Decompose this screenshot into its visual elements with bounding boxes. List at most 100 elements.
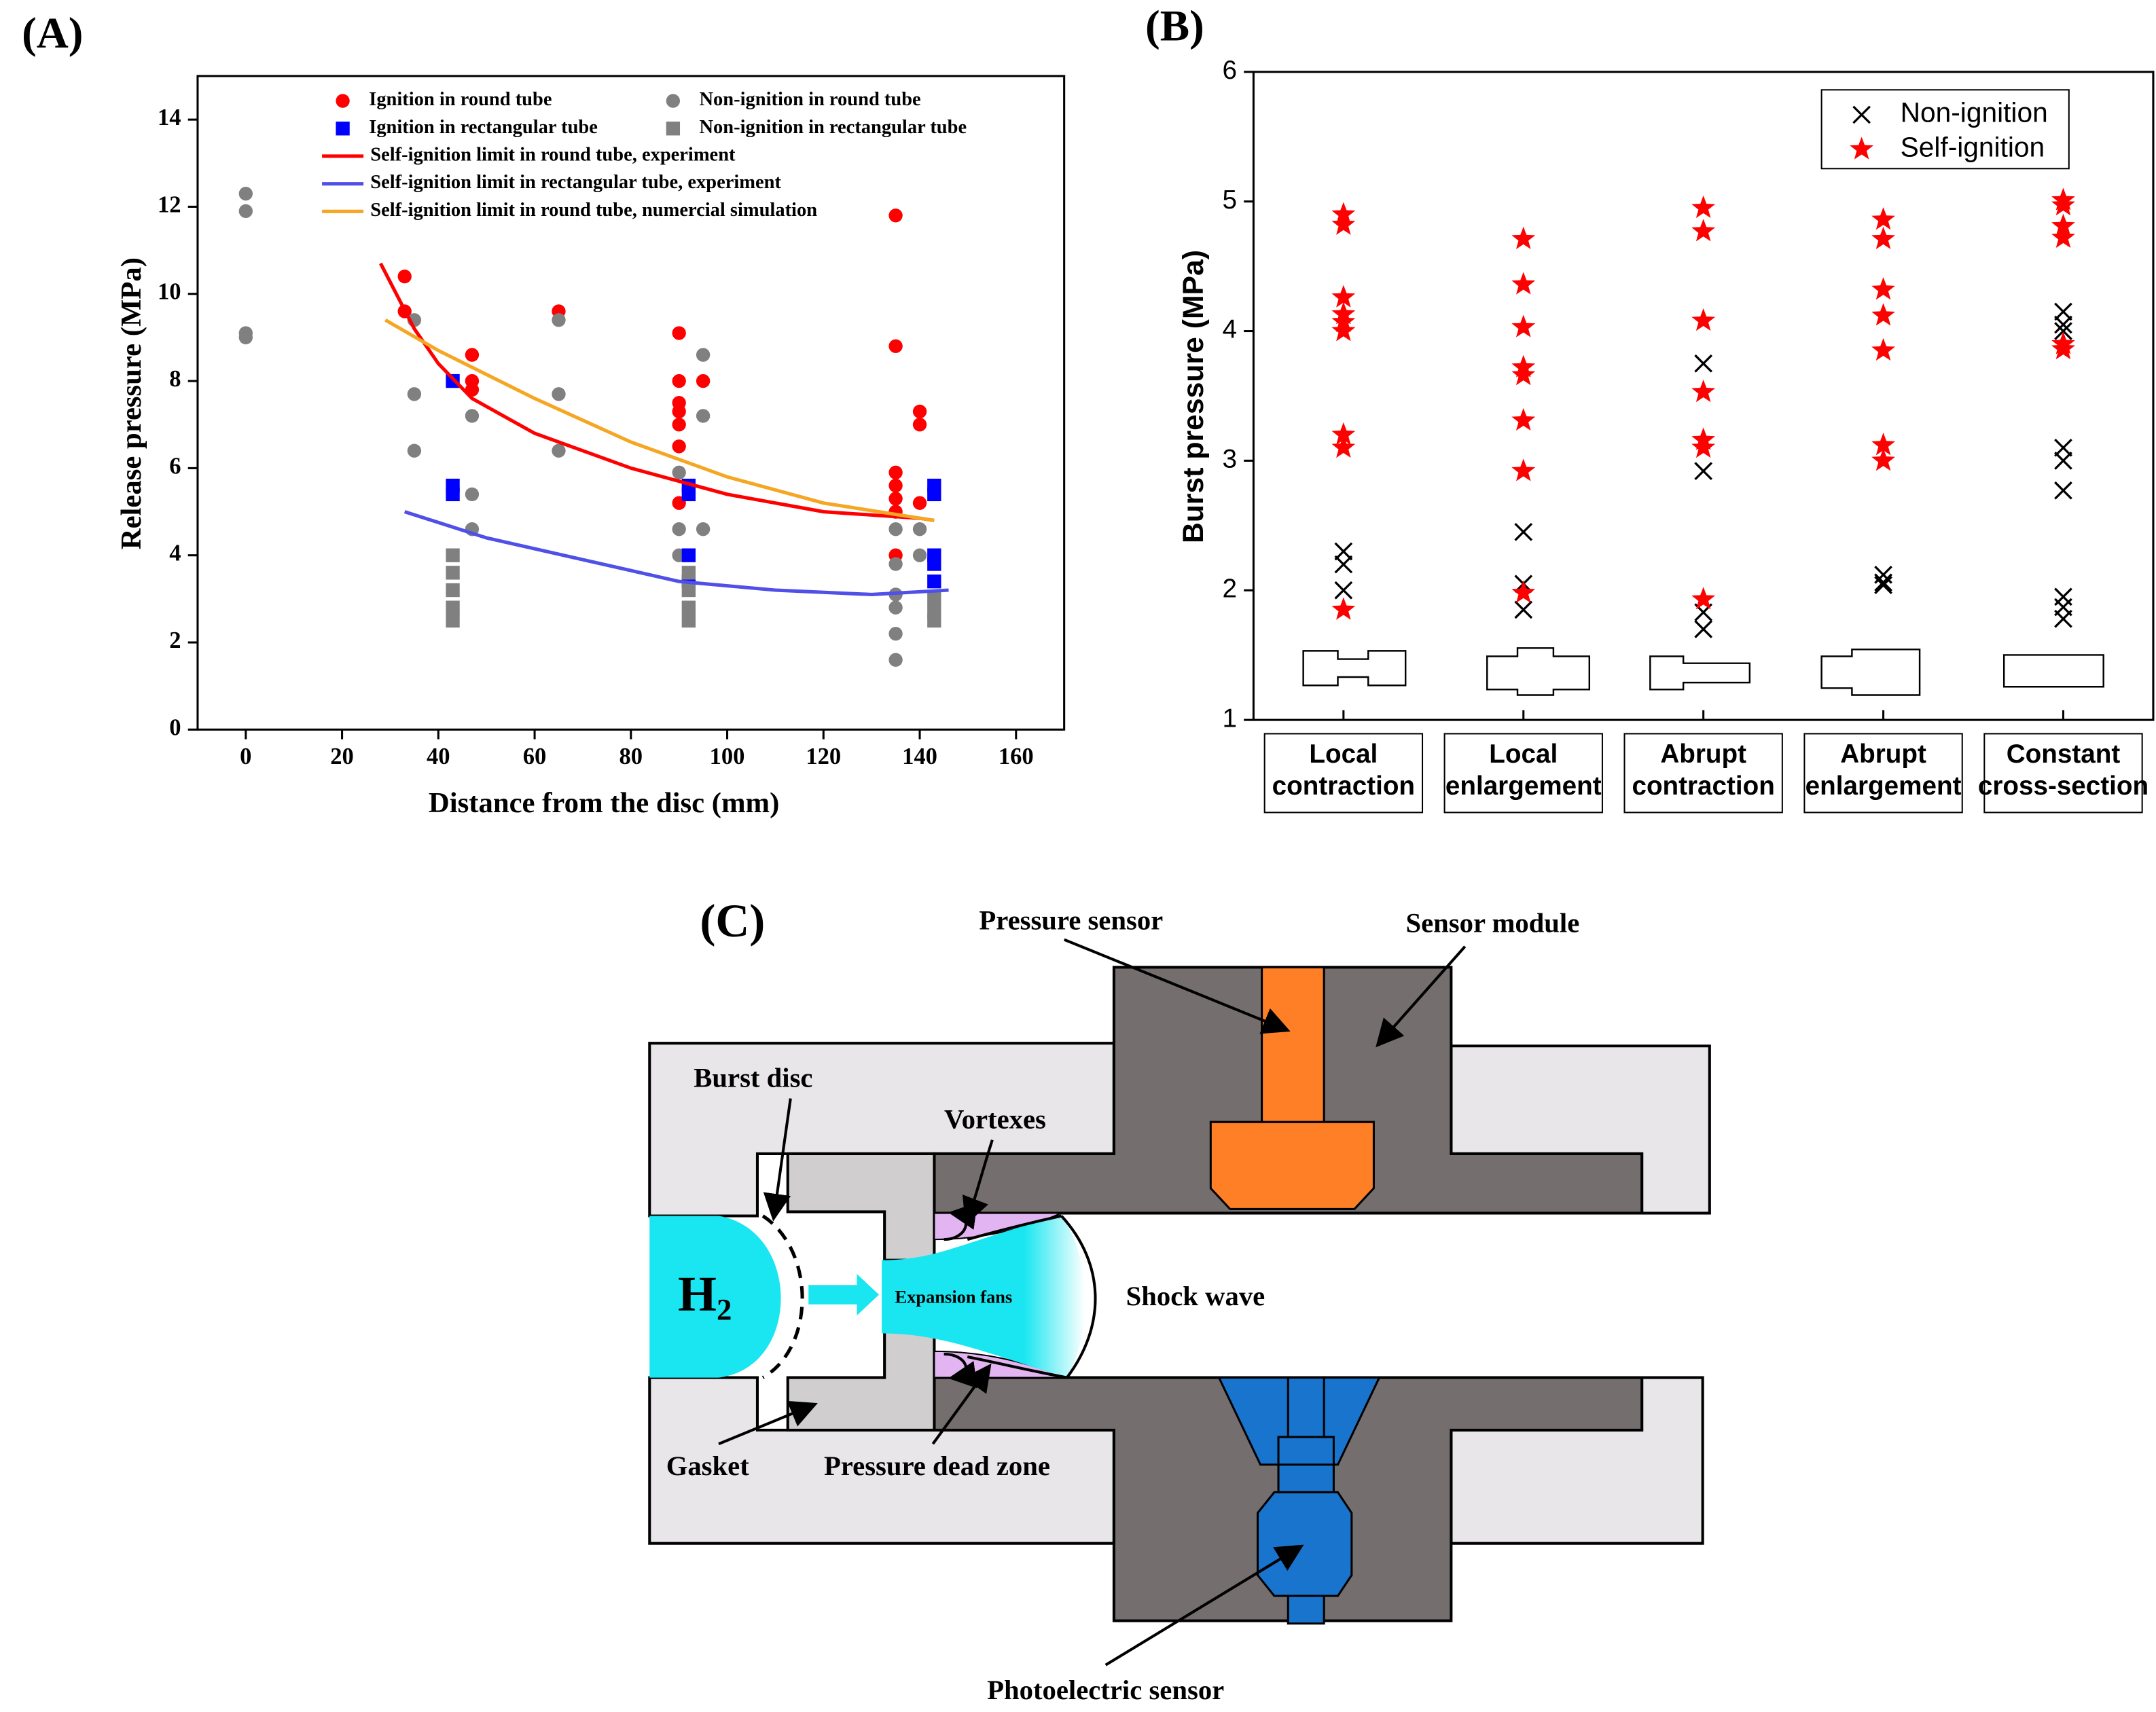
legend-label: Self-ignition (1901, 132, 2045, 163)
point (1511, 363, 1536, 386)
point (888, 627, 903, 641)
point (681, 548, 696, 562)
point (552, 387, 566, 401)
callout: Shock wave (1126, 1281, 1265, 1311)
point (672, 465, 686, 479)
y-tick-label: 6 (169, 453, 181, 479)
shock-front (1060, 1215, 1097, 1379)
point (465, 409, 480, 423)
point (912, 418, 927, 432)
pressure-sensor (1209, 966, 1375, 1210)
x-tick-label: Abrupt (1660, 740, 1746, 769)
callout: Gasket (666, 1451, 750, 1481)
legend-label: Non-ignition in round tube (700, 89, 921, 110)
panel-a: (A) Distance from the disc (mm) Release … (22, 9, 1066, 819)
legend-label: Non-ignition in rectangular tube (700, 117, 967, 138)
x-axis-title: Distance from the disc (mm) (429, 787, 779, 819)
point (888, 339, 903, 353)
legend-label: Self-ignition limit in round tube, numer… (370, 200, 817, 221)
x-tick-label: contraction (1632, 771, 1774, 801)
point (672, 522, 686, 536)
point (446, 583, 460, 598)
pointer (931, 1363, 992, 1445)
point (1694, 354, 1713, 373)
pointer (718, 1400, 818, 1446)
pointer (763, 1098, 792, 1222)
y-tick-label: 4 (1222, 315, 1236, 344)
point (1334, 555, 1353, 574)
point (446, 487, 460, 502)
x-tick-label: Abrupt (1840, 740, 1926, 769)
point (1511, 407, 1536, 431)
panel-label: (C) (700, 894, 765, 947)
tube-icons (1302, 647, 2104, 696)
category-box (1263, 733, 1424, 814)
y-tick-label: 10 (158, 279, 181, 305)
point (927, 557, 941, 571)
callout: Sensor module (1405, 908, 1579, 939)
callout: Pressure dead zone (824, 1451, 1050, 1481)
y-tick-label: 12 (158, 192, 181, 217)
panel-b: (B) Burst pressure (MPa) 123456Localcont… (1145, 2, 2155, 814)
point (2051, 193, 2075, 216)
point (888, 522, 903, 536)
fit-line (384, 318, 935, 522)
point (1871, 277, 1895, 300)
point (888, 653, 903, 667)
point (1511, 226, 1536, 249)
point (1694, 620, 1713, 638)
point (2054, 452, 2072, 470)
point (1691, 308, 1716, 331)
x-tick-label: 140 (902, 744, 937, 769)
x-tick-label: cross-section (1978, 771, 2149, 801)
point (888, 208, 903, 223)
point (672, 404, 686, 419)
point (2051, 213, 2075, 236)
tube-icon (1649, 655, 1751, 691)
y-axis-title: Burst pressure (MPa) (1177, 250, 1210, 543)
x-tick-label: Constant (2007, 740, 2121, 769)
point (912, 404, 927, 419)
point (1331, 212, 1356, 235)
callout: Burst disc (694, 1062, 812, 1093)
point (465, 487, 480, 502)
y-tick-label: 4 (169, 541, 181, 566)
x-tick-label: enlargement (1805, 771, 1962, 801)
legend-box (1820, 89, 2070, 170)
point (552, 313, 566, 327)
point (1871, 226, 1895, 249)
point (1871, 338, 1895, 361)
point (681, 566, 696, 580)
callout: Photoelectric sensor (987, 1675, 1224, 1705)
point (912, 548, 927, 562)
point (681, 487, 696, 502)
gasket (786, 1152, 936, 1262)
point (238, 187, 253, 201)
point (446, 600, 460, 615)
flow-edge (967, 1214, 1068, 1379)
gas-symbol: H (678, 1266, 717, 1321)
gas-subscript: 2 (717, 1292, 732, 1326)
callout: Vortexes (944, 1104, 1046, 1135)
flow-arrow (808, 1273, 880, 1316)
point (446, 613, 460, 628)
point (912, 496, 927, 510)
gas-label: H2 (678, 1266, 732, 1326)
point (397, 269, 412, 284)
x-tick-label: 20 (330, 744, 354, 769)
category-box (1983, 733, 2143, 814)
point (1511, 272, 1536, 295)
x-tick-label: 160 (999, 744, 1034, 769)
tube-icon (1302, 650, 1407, 687)
point (1691, 195, 1716, 219)
y-tick-label: 6 (1222, 56, 1236, 85)
point (336, 94, 350, 108)
point (1334, 542, 1353, 561)
point (238, 204, 253, 219)
point (1871, 303, 1895, 326)
point (2051, 336, 2075, 360)
point (1871, 207, 1895, 230)
point (2054, 438, 2072, 457)
point (1874, 573, 1892, 592)
